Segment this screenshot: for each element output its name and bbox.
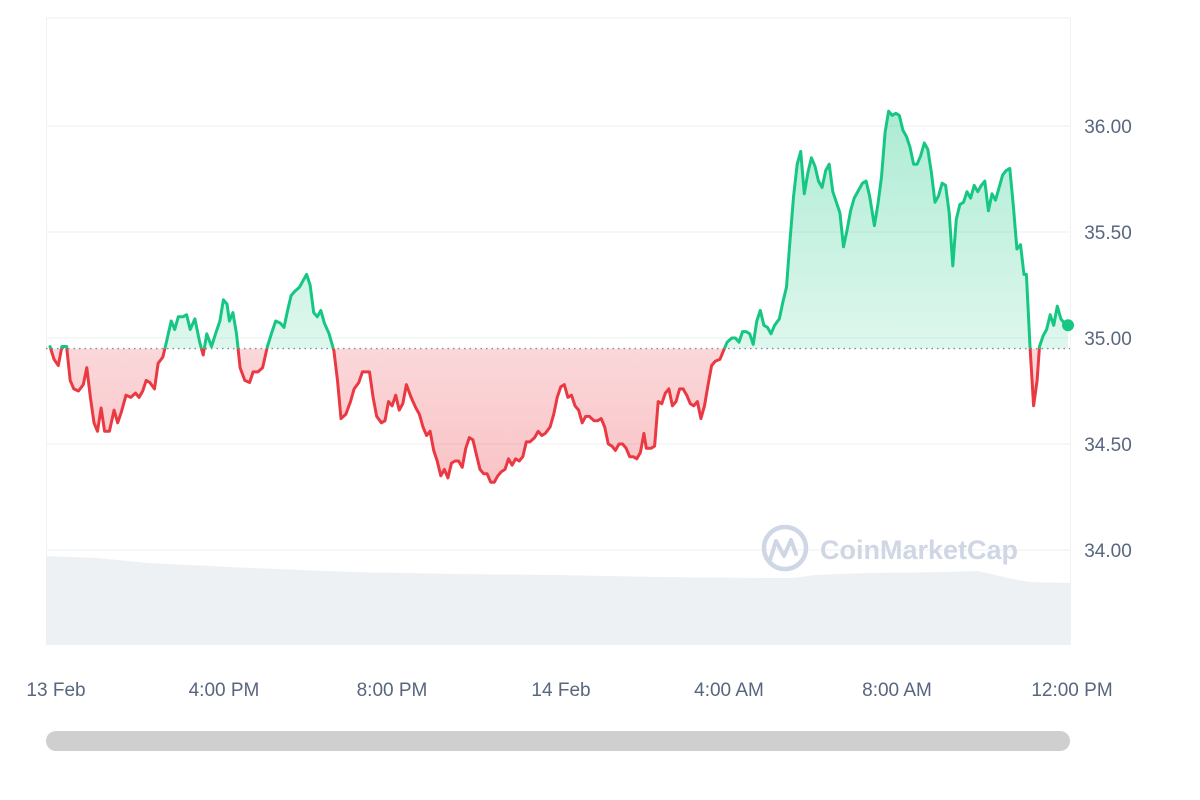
y-tick-label: 34.50 [1084,435,1132,456]
plot-border-right [1070,18,1071,645]
area-fill-below-baseline [50,348,1040,483]
time-range-scrollbar[interactable] [46,731,1070,751]
coinmarketcap-logo-icon [761,524,809,572]
plot-border-left [46,18,47,645]
y-tick-label: 35.00 [1084,329,1132,350]
x-axis: 13 Feb 4:00 PM 8:00 PM 14 Feb 4:00 AM 8:00 AM… [26,680,1112,701]
x-tick-label: 13 Feb [26,680,85,701]
x-tick-label: 12:00 PM [1031,680,1112,701]
price-line-below-baseline [49,348,1041,484]
last-price-dot[interactable] [1062,319,1074,332]
volume-area [46,556,1070,645]
y-tick-label: 35.50 [1084,223,1132,244]
area-fill-above-baseline [50,111,1068,349]
x-tick-label: 4:00 PM [189,680,260,701]
x-tick-label: 8:00 PM [357,680,428,701]
price-line-above-baseline [48,109,1070,349]
y-axis: 34.00 34.50 35.00 35.50 36.00 [1084,117,1132,562]
x-tick-label: 14 Feb [531,680,590,701]
coinmarketcap-watermark: CoinMarketCap [761,524,1018,572]
coinmarketcap-logo-wave [768,538,798,562]
y-tick-label: 34.00 [1084,541,1132,562]
volume-profile [46,556,1070,645]
y-tick-label: 36.00 [1084,117,1132,138]
x-tick-label: 4:00 AM [694,680,764,701]
x-tick-label: 8:00 AM [862,680,932,701]
watermark-text: CoinMarketCap [820,535,1018,565]
